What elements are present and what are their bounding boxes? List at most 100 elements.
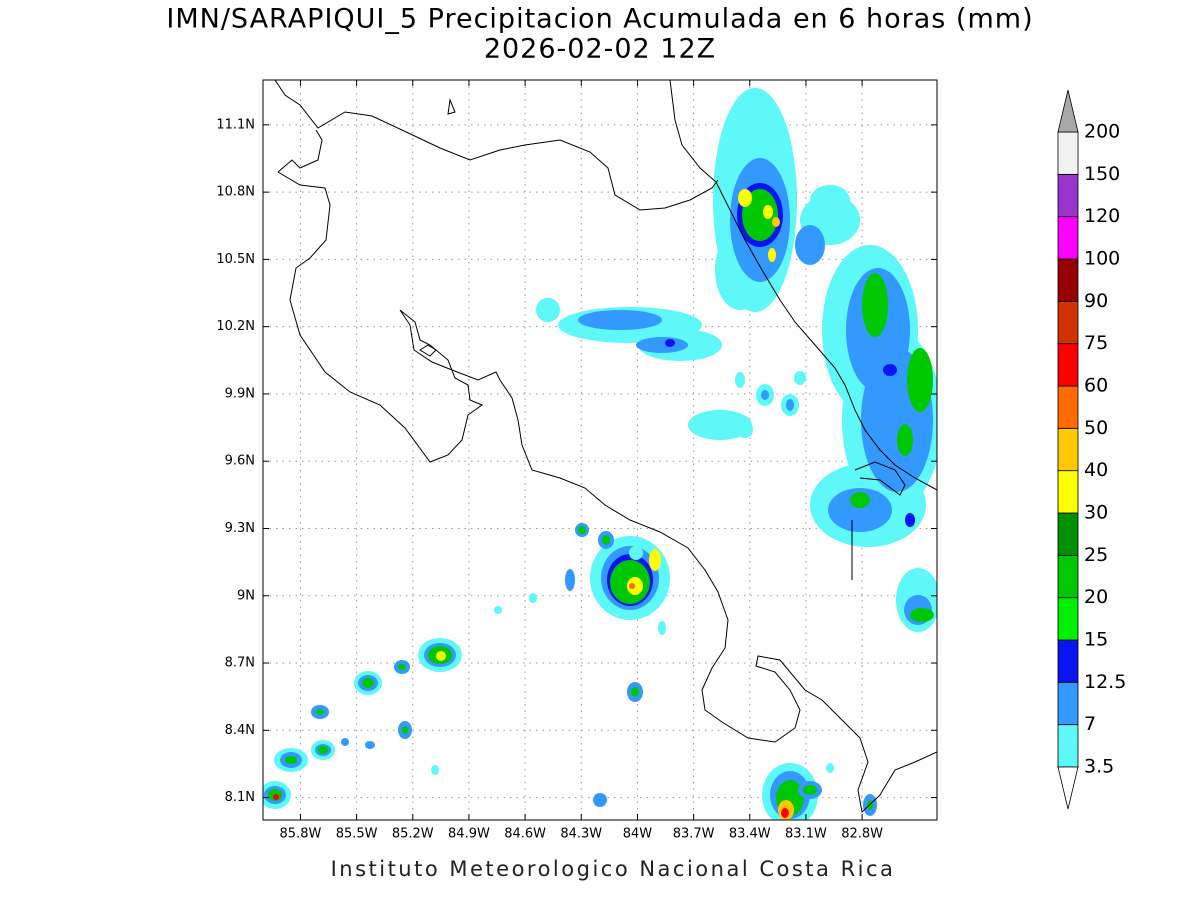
island [447, 98, 456, 115]
y-tick-label: 8.1N [225, 790, 255, 805]
precip-area [602, 535, 610, 545]
coastlines [274, 80, 937, 813]
colorbar-label: 120 [1084, 205, 1120, 227]
precip-area [365, 741, 375, 749]
colorbar-label: 15 [1084, 629, 1108, 651]
precip-area [649, 549, 661, 571]
colorbar-over [1057, 89, 1079, 133]
y-tick-label: 9.9N [225, 386, 255, 401]
coastline [715, 181, 937, 491]
y-tick-label: 10.5N [216, 252, 255, 267]
colorbar-label: 75 [1084, 332, 1108, 354]
x-tick-label: 85.8W [280, 827, 322, 842]
precip-area [738, 189, 752, 207]
colorbar-label: 12.5 [1084, 671, 1126, 693]
colorbar-band [1057, 427, 1079, 472]
precip-area [737, 422, 753, 438]
colorbar-band [1057, 597, 1079, 641]
coastline [274, 80, 719, 211]
colorbar-band [1057, 512, 1079, 556]
precip-area [761, 390, 769, 400]
colorbar-label: 7 [1084, 713, 1096, 735]
colorbar-band [1057, 639, 1079, 683]
precip-area [781, 808, 789, 818]
island [419, 344, 437, 357]
precip-area [772, 217, 780, 227]
colorbar-label: 3.5 [1084, 756, 1114, 778]
map-title: IMN/SARAPIQUI_5 Precipitacion Acumulada … [166, 4, 1033, 35]
precip-area [316, 709, 324, 715]
colorbar: 3.5 7 12.5 15 20 25 30 40 50 60 75 90 100 120 150 200 [1057, 89, 1126, 810]
precip-area [536, 298, 560, 322]
axes: 85.8W 85.5W 85.2W 84.9W 84.6W 84.3W 84W 83.7W 83… [216, 80, 937, 842]
precip-area [907, 348, 933, 412]
colorbar-band [1057, 554, 1079, 599]
x-tick-label: 84.3W [560, 827, 602, 842]
precip-area [786, 399, 794, 411]
colorbar-label: 40 [1084, 459, 1108, 481]
precip-area [897, 424, 913, 456]
x-tick-label: 84.6W [504, 827, 546, 842]
precip-area [883, 364, 897, 376]
border [669, 80, 717, 183]
precip-area [402, 726, 408, 734]
map-subtitle: 2026-02-02 12Z [484, 34, 716, 65]
precip-area [850, 492, 870, 508]
x-tick-label: 82.8W [841, 827, 883, 842]
precip-area [578, 310, 662, 330]
footer: Instituto Meteorologico Nacional Costa R… [331, 857, 896, 881]
x-tick-label: 83.1W [785, 827, 827, 842]
colorbar-band [1057, 131, 1079, 175]
precip-area [494, 606, 502, 614]
precip-area [826, 763, 834, 773]
colorbar-band [1057, 216, 1079, 260]
plot-frame [262, 79, 938, 821]
precip-area [795, 225, 825, 265]
precip-area [828, 488, 892, 532]
colorbar-label: 150 [1084, 163, 1120, 185]
colorbar-band [1057, 470, 1079, 514]
precip-area [862, 273, 888, 337]
precip-area [810, 185, 850, 215]
colorbar-band [1057, 258, 1079, 302]
precip-area [629, 583, 635, 589]
precip-area [768, 248, 776, 262]
precip-area [565, 569, 575, 591]
x-tick-label: 85.5W [336, 827, 378, 842]
colorbar-label: 90 [1084, 290, 1108, 312]
y-tick-label: 9.6N [225, 454, 255, 469]
precip-area [362, 678, 374, 688]
colorbar-label: 60 [1084, 375, 1108, 397]
colorbar-label: 30 [1084, 502, 1108, 524]
colorbar-label: 50 [1084, 417, 1108, 439]
precip-area [341, 738, 349, 746]
y-tick-label: 8.4N [225, 723, 255, 738]
coastline [277, 129, 937, 813]
x-tick-label: 83.4W [729, 827, 771, 842]
precip-area [905, 513, 915, 527]
precip-area [763, 205, 773, 219]
colorbar-band [1057, 173, 1079, 218]
colorbar-band [1057, 343, 1079, 387]
colorbar-label: 20 [1084, 586, 1108, 608]
x-tick-label: 85.2W [392, 827, 434, 842]
colorbar-band [1057, 385, 1079, 429]
border [851, 461, 906, 580]
precip-area [665, 339, 675, 347]
y-tick-label: 11.1N [216, 117, 255, 132]
y-tick-label: 8.7N [225, 656, 255, 671]
precip-area [688, 410, 752, 440]
precip-area [436, 651, 446, 661]
colorbar-band [1057, 300, 1079, 345]
colorbar-label: 25 [1084, 544, 1108, 566]
colorbar-band [1057, 724, 1079, 768]
precip-area [658, 621, 666, 635]
y-tick-label: 10.8N [216, 185, 255, 200]
precip-area [529, 593, 537, 603]
colorbar-label: 100 [1084, 248, 1120, 270]
x-tick-label: 83.7W [673, 827, 715, 842]
y-tick-label: 9.3N [225, 521, 255, 536]
colorbar-label: 200 [1084, 121, 1120, 143]
precip-area [794, 371, 806, 385]
